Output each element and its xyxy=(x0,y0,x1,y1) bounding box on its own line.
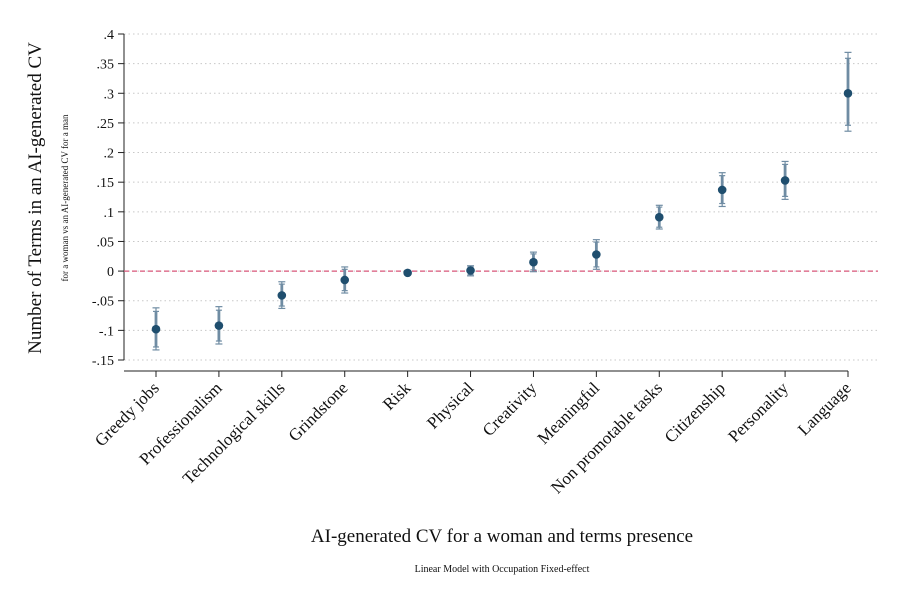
x-tick-label: Personality xyxy=(724,378,792,446)
point-estimate xyxy=(151,324,161,334)
point-estimate xyxy=(277,291,287,300)
point-estimate xyxy=(340,275,350,285)
y-axis-subtitle: for a woman vs an AI-generated CV for a … xyxy=(60,114,70,282)
x-tick-label: Grindstone xyxy=(285,378,352,445)
point-estimate xyxy=(214,321,224,330)
y-tick-label: -.05 xyxy=(92,295,114,310)
point-estimate xyxy=(654,212,664,222)
y-tick-label: .3 xyxy=(104,87,115,102)
x-tick-label: Citizenship xyxy=(661,378,729,446)
point-estimates xyxy=(151,88,853,334)
gridlines xyxy=(124,33,878,361)
y-tick-label: 0 xyxy=(107,265,114,280)
y-tick-label: .1 xyxy=(104,206,115,221)
point-estimate xyxy=(592,250,601,259)
chart-note: Linear Model with Occupation Fixed-effec… xyxy=(415,564,590,575)
y-tick-label: .15 xyxy=(97,176,115,191)
point-estimate xyxy=(403,268,412,278)
y-tick-label: .2 xyxy=(104,147,115,162)
confidence-intervals xyxy=(152,51,852,351)
y-tick-label: -.1 xyxy=(99,324,114,339)
y-tick-label: -.15 xyxy=(92,354,114,369)
x-tick-label: Creativity xyxy=(479,378,541,440)
y-tick-label: .05 xyxy=(97,235,115,250)
x-axis-title: AI-generated CV for a woman and terms pr… xyxy=(311,526,693,547)
x-tick-label: Physical xyxy=(423,378,477,432)
x-tick-label: Risk xyxy=(379,378,415,414)
y-ticks: .4 .35 .3 .25 .2 .15 .1 .05 0 -.05 -.1 -.15 xyxy=(92,28,124,369)
point-estimate xyxy=(466,266,475,275)
point-estimate xyxy=(780,176,790,185)
point-estimate xyxy=(843,88,853,98)
point-estimate xyxy=(717,185,727,195)
point-estimate xyxy=(529,257,538,267)
y-tick-label: .25 xyxy=(97,117,115,132)
x-tick-label: Non promotable tasks xyxy=(547,378,666,497)
y-axis-title: Number of Terms in an AI-generated CV xyxy=(25,42,46,354)
y-tick-label: .35 xyxy=(97,58,115,73)
y-tick-label: .4 xyxy=(104,28,115,43)
x-ticks: Greedy jobsProfessionalismTechnological … xyxy=(91,371,855,497)
x-tick-label: Language xyxy=(794,378,855,439)
